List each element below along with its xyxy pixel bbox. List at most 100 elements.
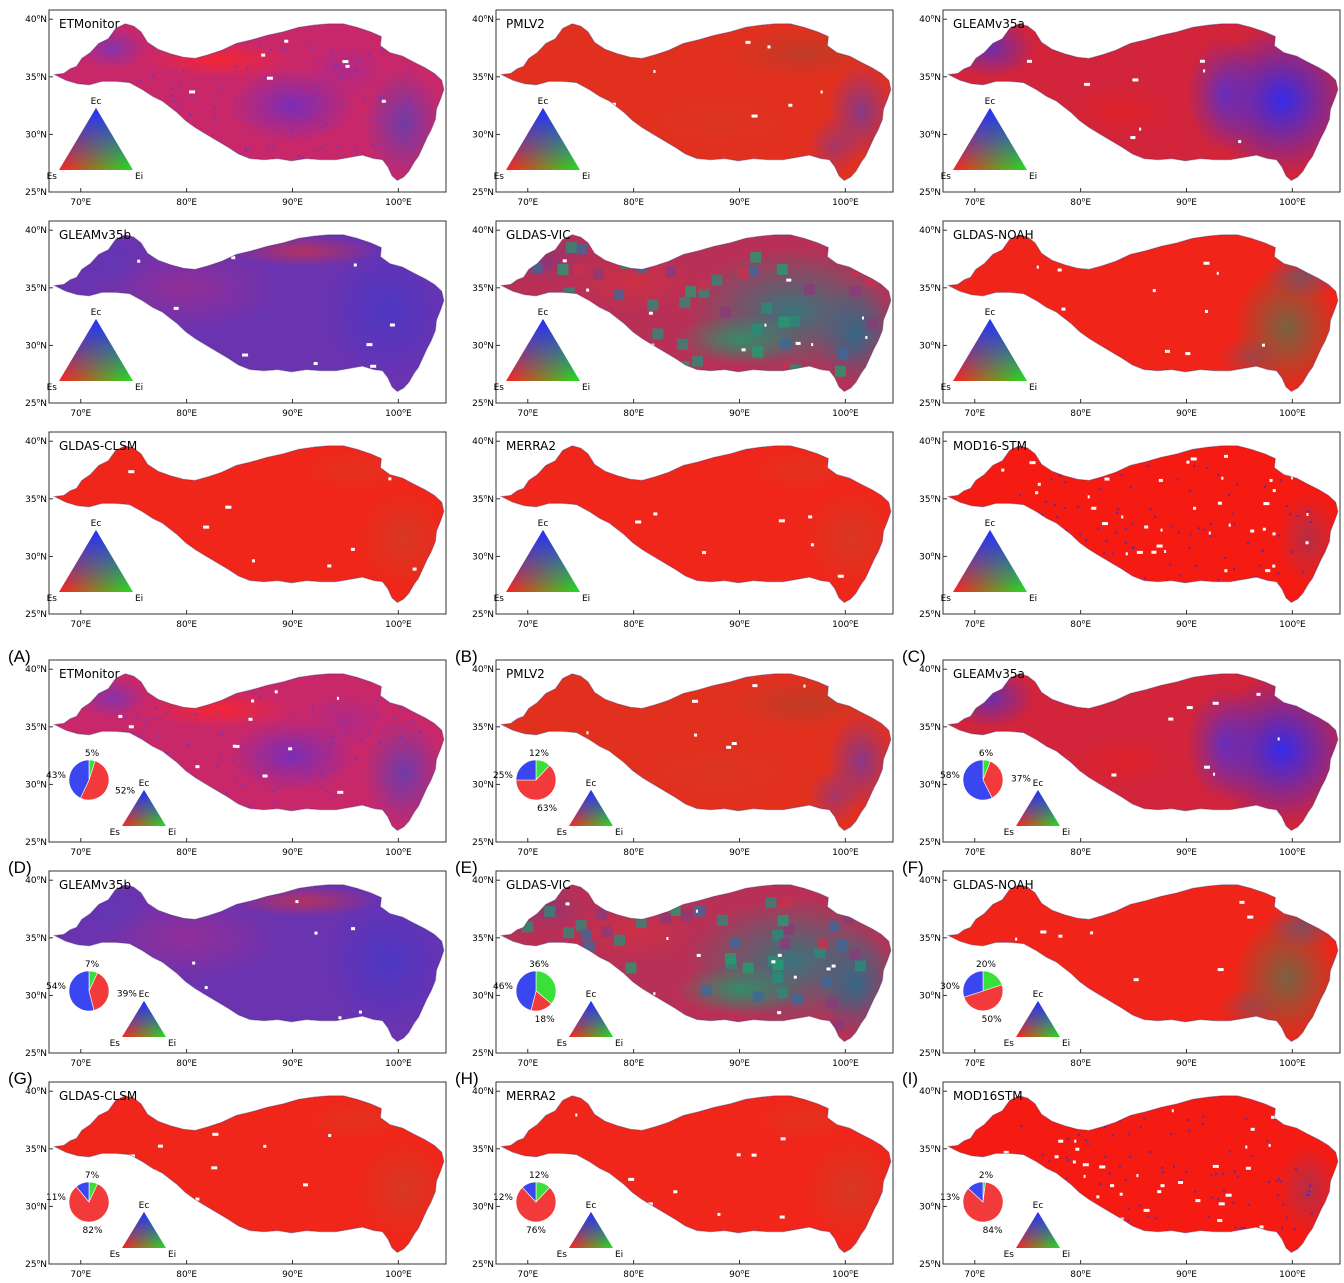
missing-pixel [752,684,758,688]
pixel-dot [1176,478,1179,481]
pixel-dot [1149,1151,1152,1154]
lat-tick-label: 40oN [25,1086,47,1098]
missing-pixel [653,69,656,73]
color-region [570,252,698,312]
pie-label-es: 82% [83,1226,103,1236]
grid-cell [833,1019,845,1031]
lat-tick-label: 40oN [472,225,494,237]
missing-pixel [820,90,823,94]
pie-label-ei: 36% [529,960,549,970]
lon-tick-label: 70oE [964,1269,985,1281]
panel-title: GLEAMv35a [953,667,1025,681]
legend-label-ec: Ec [538,308,549,318]
lat-tick-label: 25oN [25,609,47,621]
legend-label-ei: Ei [582,172,590,182]
legend-label-ec: Ec [139,990,150,1000]
lat-tick-label: 35oN [25,1143,47,1155]
missing-pixel [1225,1193,1232,1197]
pixel-dot [1162,1171,1165,1174]
legend-label-es: Es [110,1250,121,1260]
missing-pixel [731,742,737,746]
grid-cell [765,897,777,909]
missing-pixel [235,744,240,748]
pixel-dot [367,730,370,733]
lat-tick-label: 30oN [25,779,47,791]
missing-pixel [1130,136,1136,140]
lon-tick-label: 90oE [1176,1269,1197,1281]
grid-cell [742,962,754,974]
ternary-legend: Ec Es Ei [110,990,177,1049]
pixel-dot [1077,1134,1080,1137]
grid-cell [776,263,788,275]
missing-pixel [628,1177,635,1181]
pixel-dot [297,113,300,116]
lat-tick-label: 30oN [472,551,494,563]
pixel-dot [322,126,325,129]
lon-tick-label: 70oE [517,408,538,420]
lat-tick-label: 40oN [25,436,47,448]
pixel-dot [1197,527,1200,530]
legend-label-ec: Ec [538,97,549,107]
fraction-pie: 7% 39% 54% [46,960,137,1012]
grid-cell [747,265,759,277]
lon-tick-label: 80oE [623,408,644,420]
pixel-dot [1118,1165,1121,1168]
grid-cell [583,940,595,952]
legend-label-ei: Ei [168,1250,176,1260]
pixel-dot [166,752,169,755]
lat-tick-label: 35oN [472,1143,494,1155]
lon-tick-label: 80oE [623,1058,644,1070]
pixel-dot [308,136,311,139]
pie-label-ei: 5% [85,749,100,759]
pixel-dot [1118,1119,1121,1122]
grid-cell [729,937,741,949]
legend-triangle-overlay [953,530,1027,592]
pixel-dot [399,706,402,709]
pixel-dot [1127,1207,1130,1210]
missing-pixel [295,900,299,904]
missing-pixel [1178,1180,1184,1184]
pixel-dot [271,145,274,148]
lon-tick-label: 70oE [964,408,985,420]
panel-letter: (A) [8,647,31,666]
pixel-dot [385,778,388,781]
panel-title: MOD16-STM [953,439,1027,453]
pixel-dot [371,144,374,147]
grid-cell [711,274,723,286]
missing-pixel [810,543,814,547]
lon-tick-label: 70oE [517,619,538,631]
grid-cell [635,916,647,928]
grid-cell [780,897,792,909]
pixel-dot [151,75,154,78]
pixel-dot [393,716,396,719]
missing-pixel [173,306,179,310]
pixel-dot [1308,1190,1311,1193]
pixel-dot [267,146,270,149]
top-panel-7: 70oE 80oE 90oE 100oE 40oN 35oN 30oN 25oN MERRA2 E… [472,431,894,631]
plateau-fill [948,445,1338,603]
missing-pixel [1306,512,1309,516]
missing-pixel [189,90,196,94]
legend-label-ei: Ei [1062,1039,1070,1049]
missing-pixel [1054,1155,1059,1159]
pixel-dot [330,736,333,739]
grid-cell [544,905,556,917]
lat-tick-label: 40oN [472,436,494,448]
pixel-dot [1065,1156,1068,1159]
missing-pixel [204,986,208,990]
lon-tick-label: 70oE [517,1058,538,1070]
pixel-dot [332,705,335,708]
lon-tick-label: 80oE [176,619,197,631]
lon-tick-label: 80oE [176,197,197,209]
pie-label-ec: 58% [940,771,960,781]
pixel-dot [1217,1198,1220,1201]
lat-tick-label: 35oN [919,71,941,83]
grid-cell [679,297,691,309]
missing-pixel [1075,1147,1080,1151]
pixel-dot [269,48,272,51]
pixel-dot [1143,1117,1146,1120]
lat-tick-label: 40oN [472,1086,494,1098]
pixel-dot [375,716,378,719]
color-region [1218,336,1282,378]
grid-cell [724,952,736,964]
